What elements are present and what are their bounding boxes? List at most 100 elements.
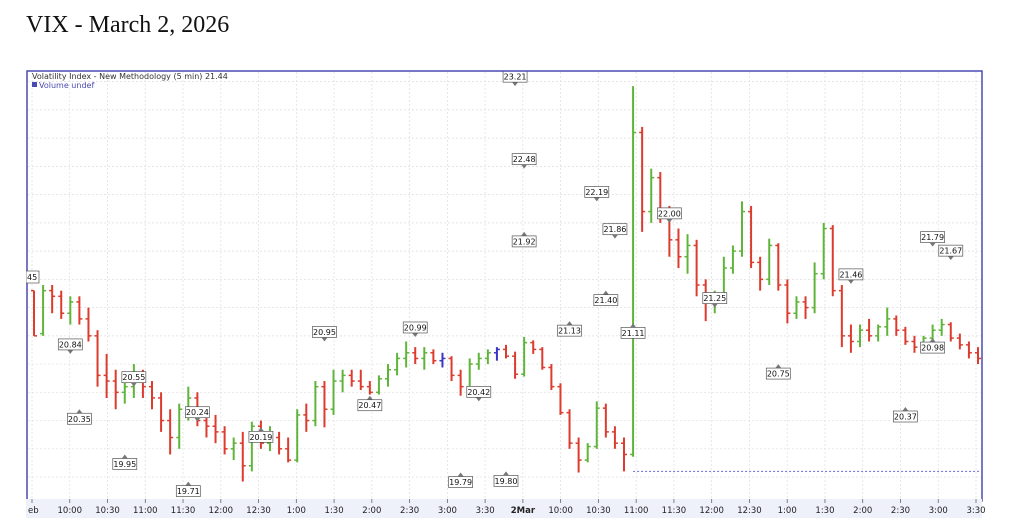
annotation-label: 20.75 <box>767 370 790 379</box>
ohlc-bar <box>965 341 972 359</box>
ohlc-bar <box>947 322 954 342</box>
annotation-label: 21.25 <box>703 294 726 303</box>
ohlc-bar <box>149 381 155 410</box>
x-tick-label: 12:30 <box>246 506 271 516</box>
ohlc-bar <box>366 381 373 395</box>
page-title: VIX - March 2, 2026 <box>26 12 230 38</box>
x-tick-label: 1:30 <box>815 506 834 516</box>
annotation-pointer <box>630 323 637 328</box>
x-tick-label: 11:00 <box>624 506 649 516</box>
ohlc-bar <box>421 347 428 370</box>
annotation-pointer <box>76 409 83 414</box>
price-annotation: 21.46 <box>838 268 864 284</box>
ohlc-bar <box>239 431 246 482</box>
ohlc-bar <box>85 307 92 342</box>
price-annotation: 21.40 <box>593 290 619 306</box>
annotation-box <box>893 410 918 423</box>
annotation-pointer <box>412 332 419 337</box>
x-tick-label: 3:00 <box>929 506 948 516</box>
price-annotations: 20.84 20.35 20.55 19.95 19.71 20.24 20.19 20.95… <box>57 70 964 497</box>
ohlc-bar <box>67 296 74 325</box>
ohlc-bar <box>40 285 47 336</box>
ohlc-bar <box>76 296 83 325</box>
x-tick-label: 12:30 <box>737 506 762 516</box>
ohlc-bar <box>593 401 600 449</box>
annotation-box <box>57 338 83 351</box>
annotation-pointer <box>521 164 528 169</box>
price-annotation: 20.95 <box>312 326 337 342</box>
annotation-pointer <box>457 472 464 477</box>
price-annotation: 20.84 <box>57 338 83 354</box>
ohlc-bar <box>566 409 573 449</box>
left-price-tag-label: 45 <box>27 273 37 282</box>
ohlc-bar <box>684 234 691 274</box>
x-tick-label: 1:00 <box>778 506 797 516</box>
annotation-label: 21.79 <box>921 233 944 242</box>
ohlc-bar <box>212 414 219 444</box>
annotation-label: 21.92 <box>513 237 536 246</box>
price-annotation: 22.48 <box>511 153 537 169</box>
price-annotation: 21.86 <box>602 223 628 239</box>
price-annotation: 20.99 <box>402 321 428 337</box>
annotation-label: 20.84 <box>59 340 82 349</box>
annotation-box <box>920 341 945 354</box>
ohlc-bar <box>248 421 255 472</box>
annotation-pointer <box>366 395 373 400</box>
ohlc-bar <box>412 347 419 365</box>
ohlc-bar <box>31 289 37 337</box>
annotation-pointer <box>611 234 618 239</box>
annotation-label: 23.21 <box>504 73 527 82</box>
plot-background <box>26 70 982 502</box>
annotation-label: 20.37 <box>894 413 917 422</box>
annotation-label: 20.42 <box>467 388 490 397</box>
x-tick-label: 11:00 <box>133 506 158 516</box>
ohlc-bar <box>103 353 110 398</box>
legend: Volatility Index - New Methodology (5 mi… <box>32 72 228 90</box>
ohlc-bar <box>766 238 773 285</box>
ohlc-bars <box>31 86 981 482</box>
annotation-label: 20.24 <box>186 408 209 417</box>
price-annotation: 21.92 <box>511 231 537 248</box>
x-tick-label: 3:30 <box>966 506 985 516</box>
annotation-label: 21.46 <box>839 270 862 279</box>
ohlc-bar <box>902 326 909 345</box>
ohlc-bar <box>58 290 65 319</box>
annotation-label: 20.55 <box>122 373 145 382</box>
ohlc-bar <box>312 381 319 427</box>
ohlc-bar <box>584 443 591 463</box>
ohlc-bar <box>575 437 582 473</box>
price-annotation: 21.79 <box>920 231 945 247</box>
ohlc-bar <box>784 279 791 324</box>
ohlc-bar <box>630 86 637 457</box>
x-tick-label: 10:00 <box>548 506 573 516</box>
ohlc-bar <box>548 364 555 391</box>
ohlc-bar <box>439 352 446 368</box>
price-annotation: 22.19 <box>584 186 610 202</box>
ohlc-bar <box>403 341 410 368</box>
ohlc-bar <box>975 347 981 365</box>
ohlc-bar <box>167 409 174 455</box>
ohlc-bar <box>866 318 873 342</box>
ohlc-bar <box>793 296 800 319</box>
price-annotation: 19.95 <box>112 454 138 470</box>
annotation-pointer <box>512 82 519 87</box>
annotation-label: 20.47 <box>358 401 381 410</box>
annotation-pointer <box>929 338 936 343</box>
annotation-box <box>557 324 582 337</box>
x-axis-strip <box>26 499 982 518</box>
ohlc-bar <box>648 168 655 223</box>
annotation-pointer <box>566 321 573 326</box>
annotation-pointer <box>902 407 909 412</box>
annotation-box <box>466 386 492 398</box>
annotation-pointer <box>503 471 509 476</box>
ohlc-bar <box>539 347 546 370</box>
annotation-box <box>938 244 964 257</box>
annotation-pointer <box>321 337 328 342</box>
ohlc-bar <box>49 285 56 314</box>
ohlc-bar <box>321 381 328 428</box>
annotation-box <box>593 294 619 306</box>
ohlc-bar <box>230 437 237 461</box>
annotation-box <box>620 327 646 339</box>
ohlc-bar <box>94 330 101 387</box>
ohlc-bar <box>276 431 283 455</box>
